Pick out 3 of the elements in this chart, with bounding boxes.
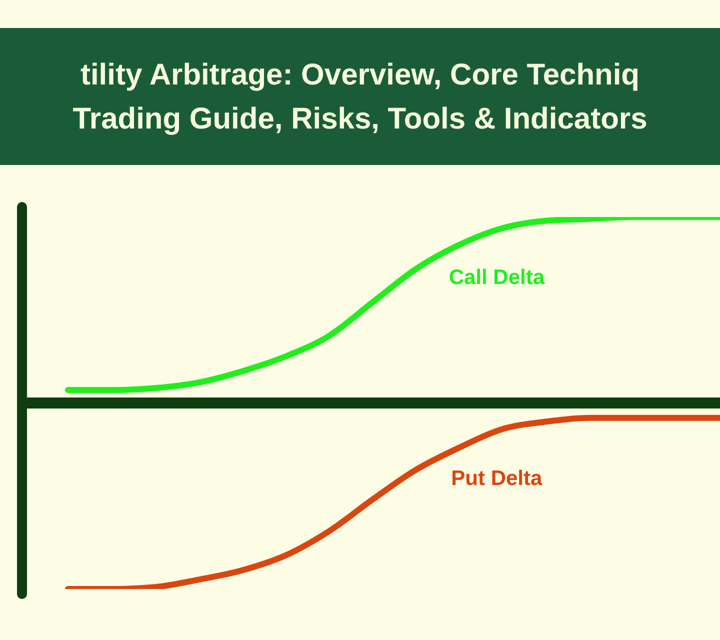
series-label: Call Delta <box>448 266 545 290</box>
chart-title: tility Arbitrage: Overview, Core Techniq Trading Guide, Risks, Tools & Indicators <box>72 58 648 136</box>
series-label: Put Delta <box>451 467 542 490</box>
